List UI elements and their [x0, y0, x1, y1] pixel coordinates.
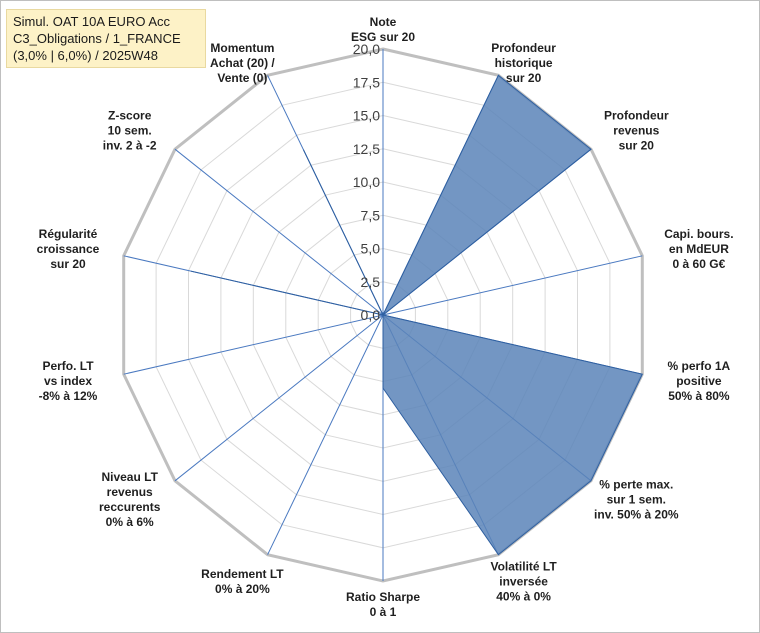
category-label-line: 50% à 80%: [668, 389, 730, 403]
tick-label: 5,0: [361, 241, 381, 257]
category-label-line: revenus: [613, 123, 659, 137]
category-label: Momentum Achat (20) / Vente (0): [210, 41, 275, 85]
category-label-line: 0% à 20%: [215, 582, 270, 596]
category-label-line: % perte max.: [599, 478, 673, 492]
tick-label: 0,0: [361, 307, 381, 323]
chart-title-line-3: (3,0% | 6,0%) / 2025W48: [13, 48, 159, 63]
series-point: [302, 149, 304, 151]
tick-label: 20,0: [353, 41, 380, 57]
category-label-line: 10 sem.: [108, 123, 152, 137]
category-label: Perfo. LT vs index -8% à 12%: [39, 359, 98, 403]
category-label-line: % perfo 1A: [668, 359, 731, 373]
series-point: [497, 554, 499, 556]
category-label-line: inversée: [499, 575, 548, 589]
category-label-line: sur 1 sem.: [607, 493, 666, 507]
category-label-line: inv. 2 à -2: [103, 138, 157, 152]
category-label: Régularité croissance sur 20: [37, 227, 100, 271]
radar-spoke: [174, 314, 384, 482]
series-point: [590, 480, 592, 482]
category-label-line: en MdEUR: [669, 242, 729, 256]
tick-label: 10,0: [353, 174, 380, 190]
category-label: Profondeur revenus sur 20: [604, 108, 669, 152]
radar-spoke: [382, 255, 643, 316]
category-label-line: 0 à 1: [370, 605, 397, 619]
category-label-line: revenus: [107, 485, 153, 499]
category-label-line: croissance: [37, 242, 100, 256]
category-label-line: sur 20: [506, 71, 542, 85]
category-label-line: sur 20: [50, 257, 86, 271]
category-label-line: sur 20: [619, 138, 655, 152]
category-label-line: inv. 50% à 20%: [594, 508, 679, 522]
chart-title-line-1: Simul. OAT 10A EURO Acc: [13, 14, 171, 29]
category-label-line: 0 à 60 G€: [673, 257, 726, 271]
category-label-line: Vente (0): [217, 71, 267, 85]
chart-title-box: Simul. OAT 10A EURO Acc C3_Obligations /…: [6, 9, 206, 68]
series-point: [641, 373, 643, 375]
radar-tick-labels: 0,0 2,5 5,0 7,5 10,0 12,5 15,0 17,5 20,0: [353, 41, 380, 323]
category-label-line: Capi. bours.: [664, 227, 733, 241]
category-label-line: Achat (20) /: [210, 56, 275, 70]
category-label-line: positive: [676, 374, 722, 388]
tick-label: 7,5: [361, 207, 381, 223]
series-point: [382, 387, 384, 389]
category-label-line: Profondeur: [491, 41, 556, 55]
tick-label: 12,5: [353, 141, 380, 157]
series-point: [590, 148, 592, 150]
category-label-line: Rendement LT: [201, 567, 284, 581]
category-label: Niveau LT revenus reccurents 0% à 6%: [99, 470, 161, 529]
category-label-line: Profondeur: [604, 108, 669, 122]
category-label-line: Niveau LT: [101, 470, 158, 484]
category-label: % perte max. sur 1 sem. inv. 50% à 20%: [594, 478, 679, 522]
tick-label: 2,5: [361, 274, 381, 290]
category-label-line: Régularité: [39, 227, 98, 241]
category-label: Note ESG sur 20: [351, 15, 415, 44]
category-label: Ratio Sharpe 0 à 1: [346, 590, 420, 619]
category-label-line: historique: [495, 56, 553, 70]
category-label-line: 40% à 0%: [496, 590, 551, 604]
category-label-line: Z-score: [108, 108, 152, 122]
category-label-line: Note: [370, 15, 397, 29]
category-label-line: Perfo. LT: [42, 359, 94, 373]
category-label: Capi. bours. en MdEUR 0 à 60 G€: [664, 227, 733, 271]
category-label: Rendement LT 0% à 20%: [201, 567, 284, 596]
series-point: [497, 74, 499, 76]
category-label-line: -8% à 12%: [39, 389, 98, 403]
series-point: [382, 314, 384, 316]
category-label: Profondeur historique sur 20: [491, 41, 556, 85]
radar-spoke: [267, 314, 384, 555]
category-label: Volatilité LT inversée 40% à 0%: [490, 560, 557, 604]
category-label-line: ESG sur 20: [351, 30, 415, 44]
category-label: % perfo 1A positive 50% à 80%: [668, 359, 731, 403]
category-label-line: Momentum: [210, 41, 274, 55]
radar-spoke: [123, 314, 384, 375]
series-point: [190, 270, 192, 272]
radar-series: [190, 74, 644, 556]
chart-title-line-2: C3_Obligations / 1_FRANCE: [13, 31, 181, 46]
tick-label: 17,5: [353, 74, 380, 90]
radar-spoke: [174, 148, 384, 316]
category-label-line: reccurents: [99, 500, 161, 514]
tick-label: 15,0: [353, 108, 380, 124]
category-label-line: Volatilité LT: [490, 560, 557, 574]
category-label-line: Ratio Sharpe: [346, 590, 420, 604]
category-label: Z-score 10 sem. inv. 2 à -2: [103, 108, 157, 152]
category-label-line: 0% à 6%: [106, 515, 154, 529]
series-area: [190, 74, 644, 556]
category-label-line: vs index: [44, 374, 92, 388]
